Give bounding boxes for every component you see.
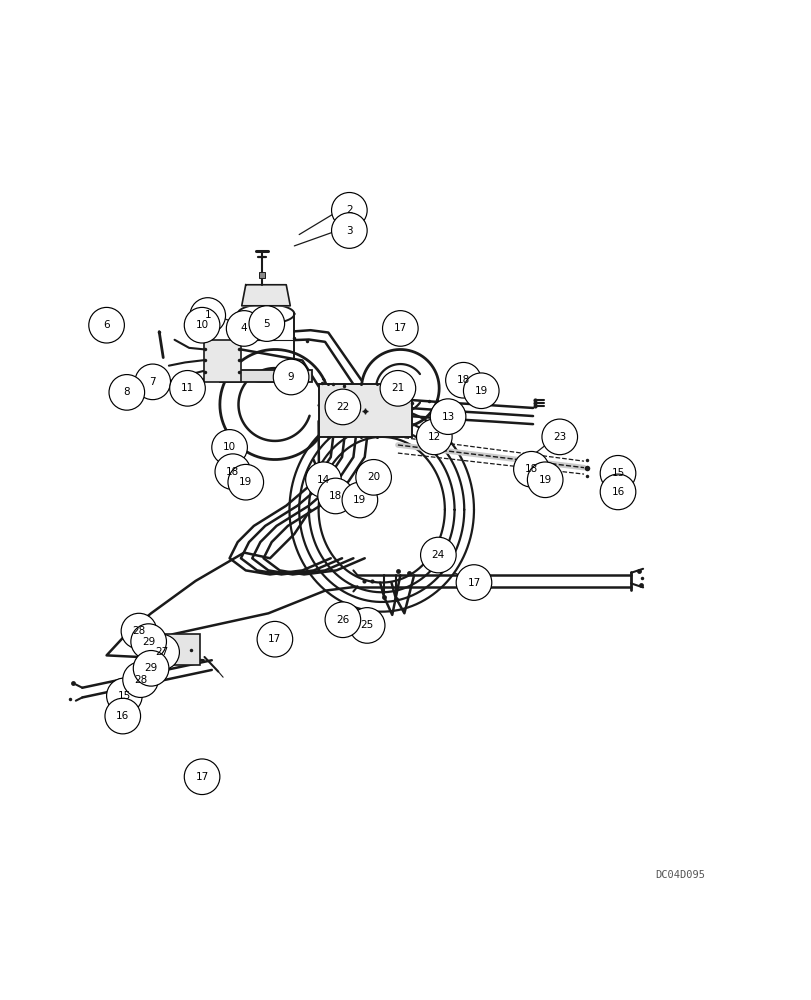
Text: 16: 16 (611, 487, 624, 497)
Circle shape (445, 362, 481, 398)
Circle shape (184, 759, 220, 795)
Text: 11: 11 (181, 383, 194, 393)
Circle shape (228, 464, 264, 500)
Text: DC04D095: DC04D095 (654, 870, 705, 880)
Text: 4: 4 (241, 323, 247, 333)
Text: 17: 17 (268, 634, 281, 644)
Circle shape (324, 602, 360, 638)
Circle shape (541, 419, 577, 455)
Circle shape (212, 430, 247, 465)
Circle shape (305, 462, 341, 498)
Circle shape (273, 359, 308, 395)
Circle shape (331, 213, 367, 248)
Circle shape (526, 462, 562, 498)
Circle shape (169, 371, 205, 406)
Text: 10: 10 (223, 442, 236, 452)
Text: 21: 21 (391, 383, 404, 393)
Text: 16: 16 (116, 711, 129, 721)
Circle shape (249, 306, 285, 341)
Text: 17: 17 (195, 772, 208, 782)
Circle shape (131, 624, 166, 659)
Circle shape (184, 307, 220, 343)
Text: 15: 15 (611, 468, 624, 478)
Circle shape (430, 399, 466, 434)
Text: 20: 20 (367, 472, 380, 482)
Text: 15: 15 (118, 691, 131, 701)
Text: 8: 8 (123, 387, 130, 397)
Text: 18: 18 (226, 467, 239, 477)
Text: 7: 7 (149, 377, 156, 387)
Circle shape (355, 460, 391, 495)
Text: 25: 25 (360, 620, 373, 630)
Circle shape (122, 662, 158, 697)
Circle shape (226, 311, 262, 346)
Circle shape (599, 474, 635, 510)
Text: 3: 3 (345, 226, 352, 236)
Text: 28: 28 (134, 675, 147, 685)
Text: 2: 2 (345, 205, 352, 215)
Circle shape (88, 307, 124, 343)
Circle shape (215, 454, 251, 489)
Text: 18: 18 (524, 464, 538, 474)
Text: 5: 5 (264, 319, 270, 329)
Text: 26: 26 (336, 615, 349, 625)
FancyBboxPatch shape (204, 340, 241, 382)
Text: 18: 18 (328, 491, 341, 501)
Circle shape (420, 537, 456, 573)
Circle shape (317, 478, 353, 514)
Polygon shape (242, 285, 290, 306)
Text: 6: 6 (103, 320, 109, 330)
Text: 10: 10 (195, 320, 208, 330)
Text: 12: 12 (427, 432, 440, 442)
Text: 14: 14 (316, 475, 330, 485)
Bar (153, 634, 200, 665)
Text: 9: 9 (287, 372, 294, 382)
Circle shape (463, 373, 499, 409)
Circle shape (135, 364, 170, 400)
Circle shape (133, 651, 169, 686)
Circle shape (105, 698, 140, 734)
Bar (220, 370, 311, 382)
Text: 19: 19 (239, 477, 252, 487)
Circle shape (416, 419, 452, 455)
Text: 22: 22 (336, 402, 349, 412)
Text: 18: 18 (457, 375, 470, 385)
Circle shape (331, 192, 367, 228)
Circle shape (341, 482, 377, 518)
Circle shape (121, 613, 157, 649)
Circle shape (109, 375, 144, 410)
Text: 29: 29 (144, 663, 157, 673)
Circle shape (324, 389, 360, 425)
Circle shape (380, 371, 415, 406)
Circle shape (513, 451, 548, 487)
Circle shape (144, 634, 179, 670)
Circle shape (599, 455, 635, 491)
Circle shape (349, 608, 384, 643)
Text: 24: 24 (431, 550, 444, 560)
Circle shape (190, 298, 225, 333)
Text: 29: 29 (142, 637, 155, 647)
Text: 1: 1 (204, 310, 211, 320)
Text: 19: 19 (474, 386, 487, 396)
Text: 17: 17 (467, 578, 480, 588)
Text: 13: 13 (441, 412, 454, 422)
Text: 28: 28 (132, 626, 145, 636)
Circle shape (257, 621, 292, 657)
Circle shape (382, 311, 418, 346)
Text: 27: 27 (155, 647, 168, 657)
Text: 23: 23 (552, 432, 566, 442)
Text: 19: 19 (353, 495, 366, 505)
Text: 17: 17 (393, 323, 406, 333)
Text: 19: 19 (538, 475, 551, 485)
Circle shape (106, 678, 142, 714)
Bar (318, 384, 411, 437)
Circle shape (456, 565, 491, 600)
